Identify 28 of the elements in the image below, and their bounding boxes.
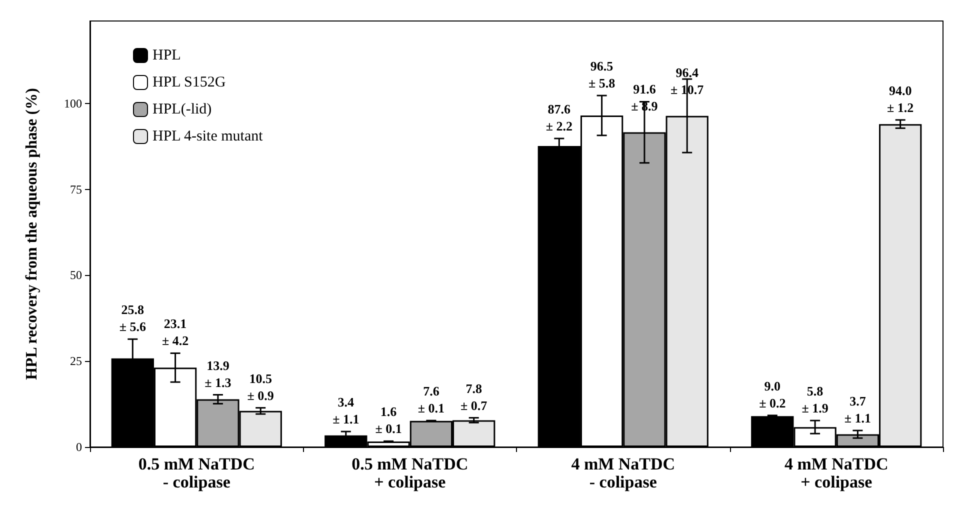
data-label: 10.5 ± 0.9: [247, 370, 274, 403]
y-tick-label: 75: [70, 182, 82, 196]
y-tick-label: 50: [70, 268, 82, 282]
y-axis-title: HPL recovery from the aqueous phase (%): [24, 88, 40, 380]
data-label: 7.8 ± 0.7: [460, 380, 488, 413]
data-label: 9.0 ± 0.2: [759, 378, 786, 410]
data-label: 87.6 ± 2.2: [546, 101, 572, 134]
data-label: 5.8 ± 1.9: [802, 384, 829, 416]
data-label: 3.4 ± 1.1: [332, 394, 360, 427]
legend-label: HPL(-lid): [152, 102, 212, 118]
x-tick-label: 4 mM NaTDC - colipase: [571, 454, 676, 492]
legend-label: HPL 4-site mutant: [152, 128, 264, 144]
data-label: 25.8 ± 5.6: [119, 302, 146, 334]
data-label: 94.0 ± 1.2: [887, 82, 914, 115]
data-label: 7.6 ± 0.1: [418, 384, 445, 416]
x-tick-label: 4 mM NaTDC + colipase: [784, 454, 888, 492]
legend-label: HPL: [152, 48, 181, 64]
data-label: 3.7 ± 1.1: [844, 394, 872, 426]
x-tick-label: 0.5 mM NaTDC - colipase: [138, 454, 255, 492]
data-label: 13.9 ± 1.3: [204, 358, 232, 390]
data-label: 23.1 ± 4.2: [162, 316, 189, 348]
legend-label: HPL S152G: [152, 74, 226, 90]
y-tick-label: 100: [64, 96, 82, 110]
x-tick-label: 0.5 mM NaTDC + colipase: [352, 454, 468, 492]
y-tick-label: 25: [70, 354, 82, 368]
y-tick-label: 0: [76, 440, 82, 454]
data-label: 96.5 ± 5.8: [588, 58, 616, 91]
data-label: 1.6 ± 0.1: [375, 404, 402, 436]
